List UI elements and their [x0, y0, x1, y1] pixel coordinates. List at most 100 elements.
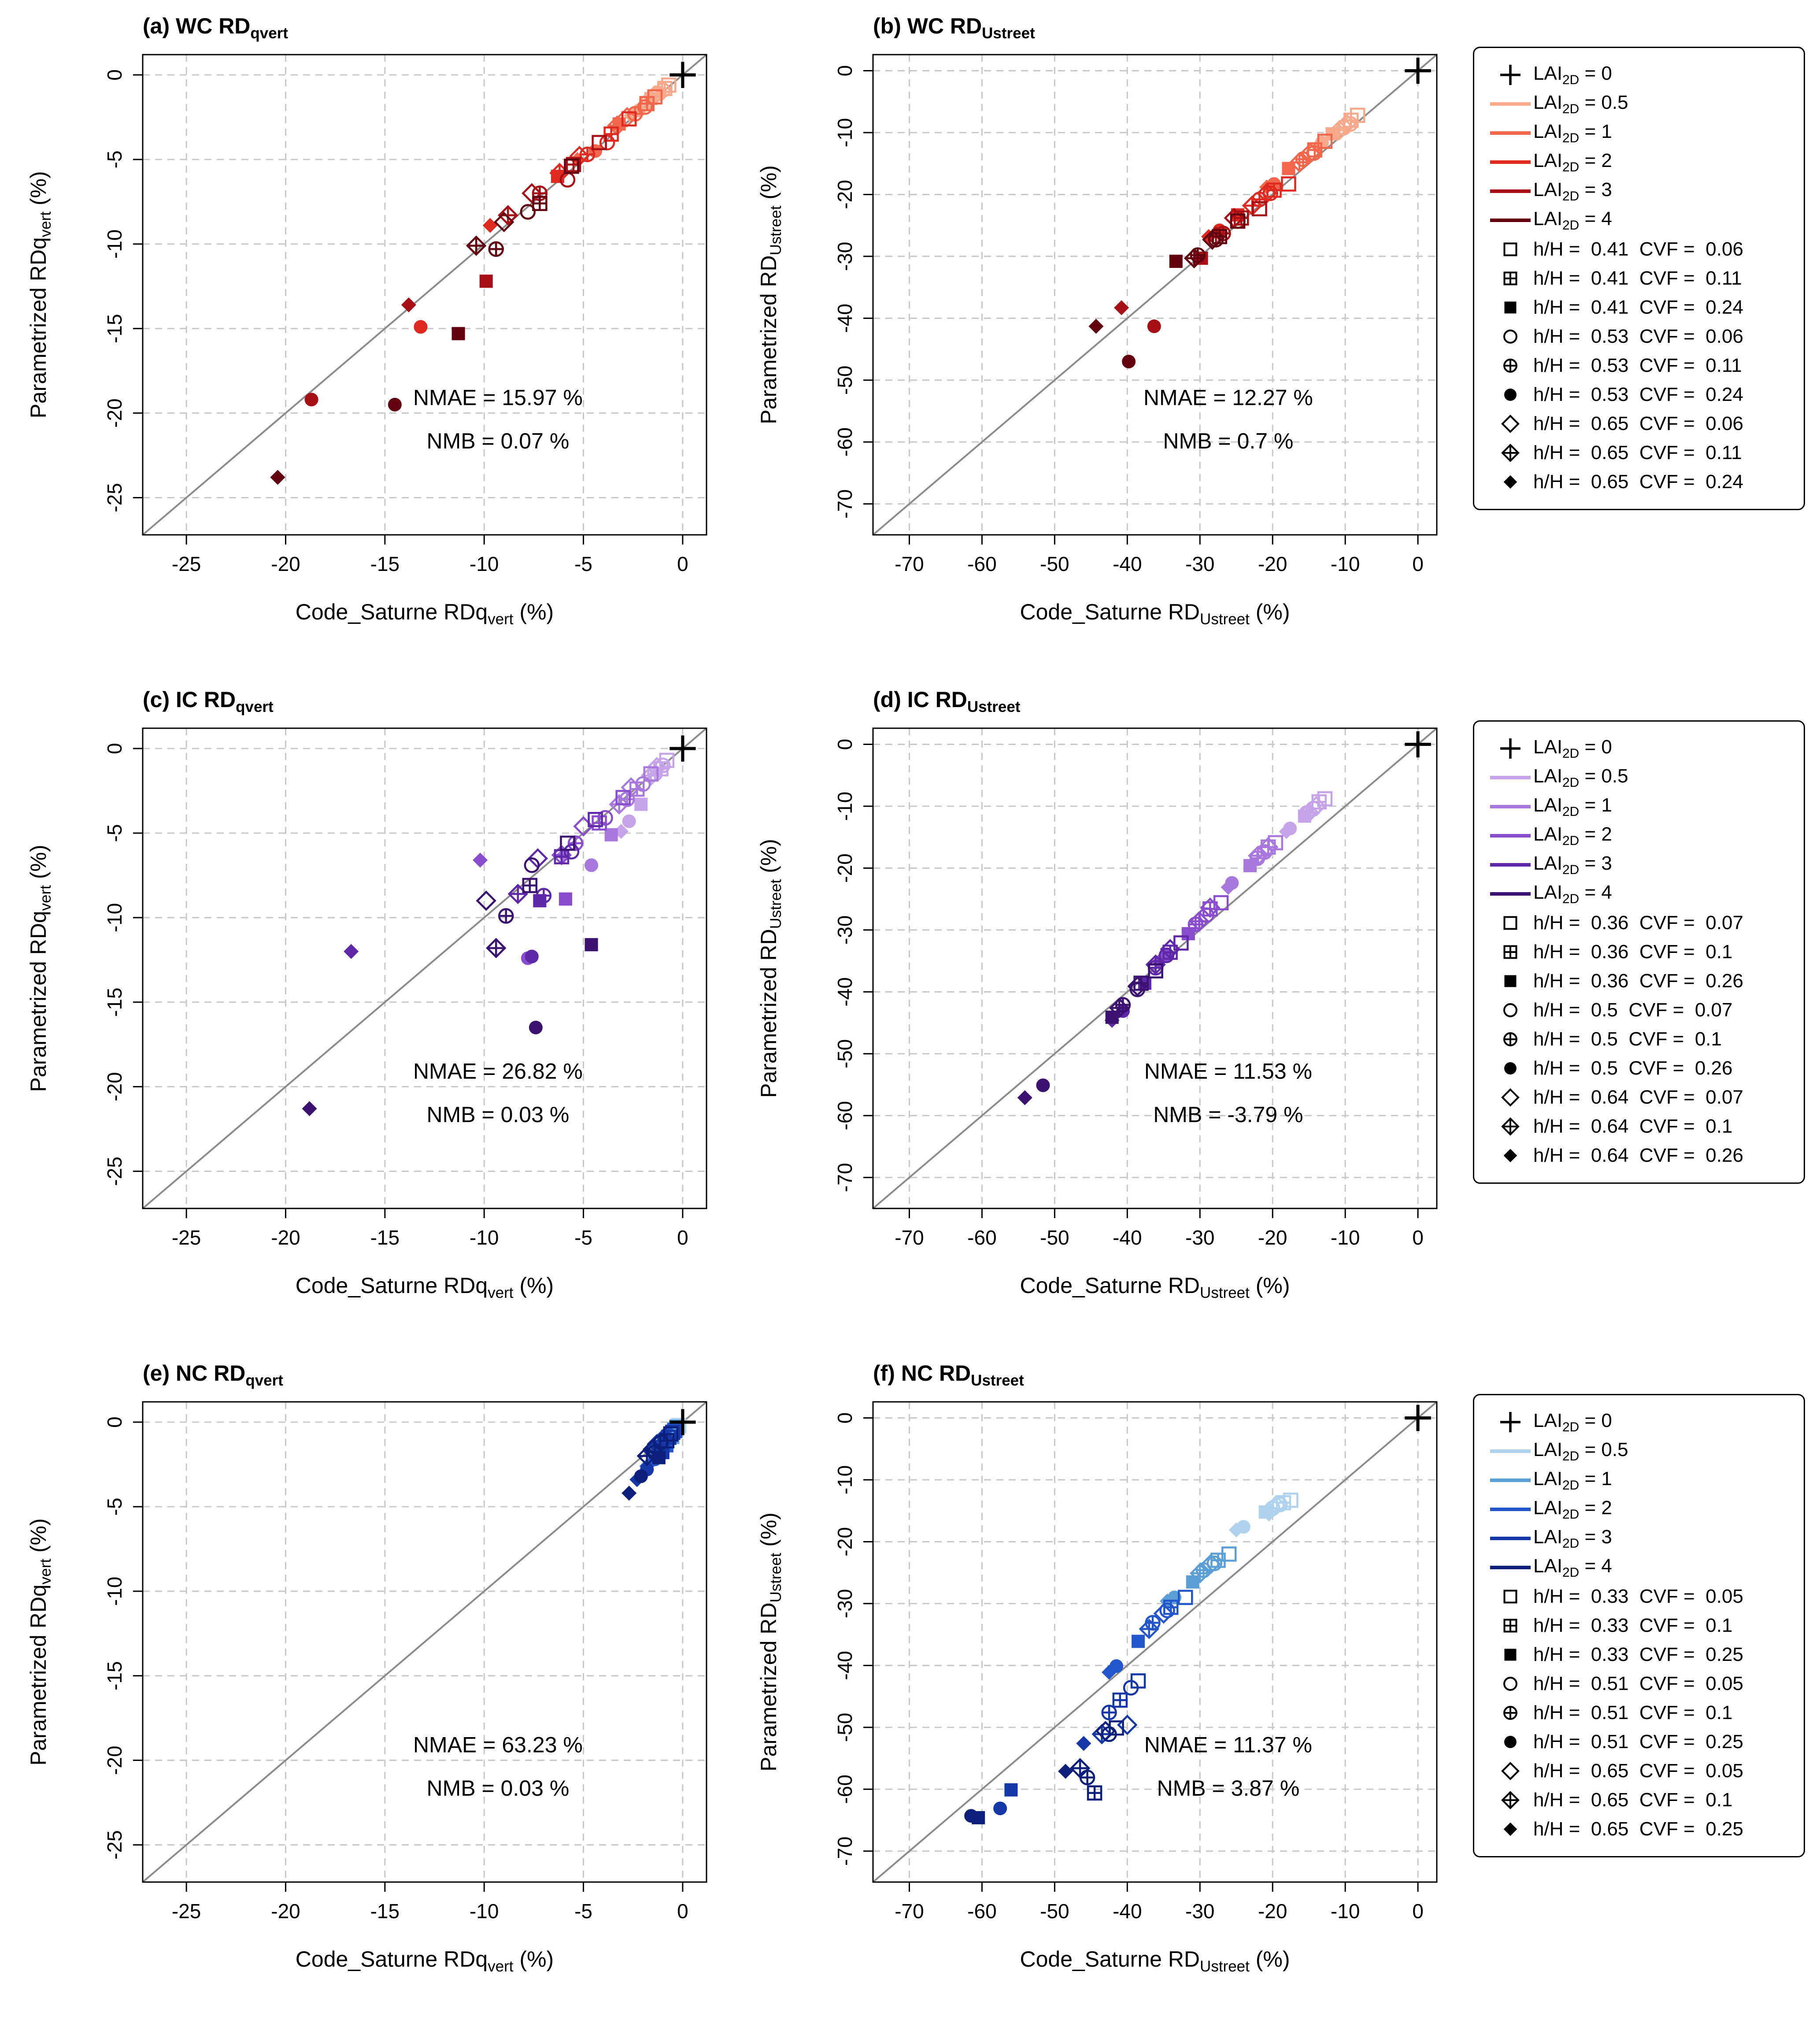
- x-tick-label: -40: [1113, 1226, 1142, 1249]
- point-filled-circle: [388, 397, 402, 411]
- y-tick-label: -70: [833, 1837, 856, 1866]
- x-axis-label: Code_Saturne RDqvert (%): [296, 1273, 554, 1301]
- nmb-value: NMB = 0.7 %: [1163, 429, 1293, 453]
- point-filled-diamond: [1058, 1764, 1073, 1779]
- open-square-icon: [1487, 912, 1533, 934]
- filled-circle-icon: [1487, 1731, 1533, 1753]
- point-filled-diamond: [1017, 1090, 1032, 1105]
- x-tick-label: 0: [1412, 552, 1424, 575]
- x-tick-label: -20: [271, 1226, 300, 1249]
- point-cross-diamond: [1189, 911, 1210, 932]
- filled-square-icon: [1487, 1643, 1533, 1666]
- point-cross-diamond: [1069, 1758, 1091, 1779]
- point-cross-diamond: [1139, 1619, 1159, 1639]
- point-cross-square: [1112, 1692, 1128, 1708]
- x-tick-label: -70: [895, 1900, 924, 1923]
- legend-symbol-item-cross-circle: h/H = 0.51 CVF = 0.1: [1487, 1698, 1790, 1727]
- y-tick-label: -60: [833, 427, 856, 456]
- panel-d: -70 -60 -50 -40 -30 -20 -10 0 -70 -60 -50 -40 -30 -20…: [741, 680, 1463, 1341]
- point-open-diamond: [1258, 837, 1279, 857]
- plus-icon: [1487, 737, 1533, 760]
- legend-symbol-label: h/H = 0.65 CVF = 0.25: [1533, 1818, 1743, 1840]
- legend-symbol-item-filled-square: h/H = 0.33 CVF = 0.25: [1487, 1640, 1790, 1669]
- point-filled-circle: [1147, 319, 1161, 334]
- point-filled-square: [451, 327, 465, 341]
- y-tick-label: -50: [833, 366, 856, 395]
- point-filled-diamond: [302, 1101, 317, 1116]
- x-tick-label: -10: [470, 1900, 499, 1923]
- point-cross-circle: [1101, 1705, 1117, 1720]
- point-cross-diamond: [1184, 248, 1205, 269]
- nmb-value: NMB = 0.03 %: [427, 1776, 570, 1801]
- y-tick-label: -60: [833, 1101, 856, 1130]
- legend-lai-item-0: LAI2D = 0: [1487, 1408, 1790, 1437]
- legend-symbol-label: h/H = 0.51 CVF = 0.1: [1533, 1702, 1733, 1723]
- legend-lai-label: LAI2D = 4: [1533, 1555, 1612, 1580]
- y-axis-label: Parametrized RDUstreet (%): [756, 839, 784, 1098]
- x-axis-label: Code_Saturne RDqvert (%): [296, 600, 554, 628]
- point-cross-diamond: [636, 1445, 657, 1466]
- data-points: [270, 77, 677, 485]
- nmae-value: NMAE = 11.37 %: [1144, 1733, 1312, 1757]
- legend-symbol-label: h/H = 0.53 CVF = 0.06: [1533, 326, 1743, 347]
- legend-symbol-item-open-diamond: h/H = 0.65 CVF = 0.05: [1487, 1756, 1790, 1786]
- point-cross-circle: [1079, 1769, 1095, 1786]
- panel-e: -25 -20 -15 -10 -5 0 -25 -20 -15 -10 -5 0 Code_Satur…: [11, 1353, 733, 2014]
- plot-box: [872, 1401, 1438, 1883]
- point-filled-square: [1105, 1010, 1119, 1024]
- point-filled-circle: [1122, 355, 1136, 369]
- point-open-diamond: [1095, 1721, 1116, 1742]
- y-tick-label: -15: [103, 314, 126, 343]
- point-cross-diamond: [1190, 1563, 1210, 1584]
- legend-lai-item-2: LAI2D = 1: [1487, 119, 1790, 148]
- gridlines: [873, 1402, 1437, 1882]
- y-axis-label: Parametrized RDqvert (%): [26, 171, 54, 418]
- nmb-value: NMB = -3.79 %: [1153, 1102, 1303, 1127]
- x-tick-label: -30: [1185, 1900, 1214, 1923]
- legend-symbol-item-open-diamond: h/H = 0.65 CVF = 0.06: [1487, 409, 1790, 438]
- legend-symbol-label: h/H = 0.5 CVF = 0.1: [1533, 1028, 1722, 1050]
- panel-title: (f) NC RDUstreet: [873, 1361, 1024, 1389]
- legend-symbol-label: h/H = 0.64 CVF = 0.26: [1533, 1145, 1743, 1166]
- point-open-square: [1178, 1590, 1193, 1605]
- legend-lai-item-3: LAI2D = 2: [1487, 148, 1790, 177]
- legend-symbol-label: h/H = 0.51 CVF = 0.25: [1533, 1731, 1743, 1753]
- filled-square-icon: [1487, 296, 1533, 319]
- plus-icon: [1487, 63, 1533, 86]
- legend-symbol-item-open-square: h/H = 0.36 CVF = 0.07: [1487, 908, 1790, 938]
- x-tick-label: -60: [967, 552, 996, 575]
- legend-symbol-label: h/H = 0.33 CVF = 0.1: [1533, 1615, 1733, 1636]
- legend-lai-label: LAI2D = 4: [1533, 208, 1612, 233]
- point-open-circle: [655, 757, 671, 774]
- point-cross-circle: [536, 888, 552, 904]
- legend-lai-label: LAI2D = 2: [1533, 149, 1612, 174]
- legend-symbol-label: h/H = 0.36 CVF = 0.1: [1533, 941, 1733, 963]
- legend-lai-label: LAI2D = 3: [1533, 178, 1612, 204]
- point-filled-square: [1169, 255, 1183, 268]
- row-nc: -25 -20 -15 -10 -5 0 -25 -20 -15 -10 -5 0 Code_Satur…: [11, 1353, 1820, 2027]
- point-cross-square: [603, 126, 619, 142]
- y-axis-ticks: -70 -60 -50 -40 -30 -20 -10 0: [833, 739, 873, 1192]
- legend-symbol-item-open-square: h/H = 0.33 CVF = 0.05: [1487, 1582, 1790, 1611]
- plot-box: [142, 1401, 707, 1883]
- x-tick-label: -5: [574, 1226, 592, 1249]
- point-cross-diamond: [1248, 845, 1269, 866]
- filled-diamond-icon: [1487, 1818, 1533, 1841]
- panel-b: -70 -60 -50 -40 -30 -20 -10 0 -70 -60 -50 -40 -30 -20…: [741, 6, 1463, 667]
- legend-lai-item-3: LAI2D = 2: [1487, 821, 1790, 850]
- point-open-circle: [563, 844, 580, 860]
- filled-circle-icon: [1487, 1057, 1533, 1080]
- open-diamond-icon: [1487, 1760, 1533, 1782]
- data-points: [1017, 791, 1333, 1105]
- y-tick-label: -10: [833, 118, 856, 147]
- legend-lai-label: LAI2D = 3: [1533, 1526, 1612, 1551]
- x-tick-label: -40: [1113, 552, 1142, 575]
- legend-lai-item-2: LAI2D = 1: [1487, 792, 1790, 821]
- line-swatch-icon: [1487, 160, 1533, 164]
- point-open-circle: [599, 134, 615, 151]
- x-tick-label: -60: [967, 1900, 996, 1923]
- cross-diamond-icon: [1487, 1789, 1533, 1812]
- y-tick-label: -20: [833, 853, 856, 882]
- legend-symbol-item-open-circle: h/H = 0.51 CVF = 0.05: [1487, 1669, 1790, 1698]
- filled-square-icon: [1487, 970, 1533, 993]
